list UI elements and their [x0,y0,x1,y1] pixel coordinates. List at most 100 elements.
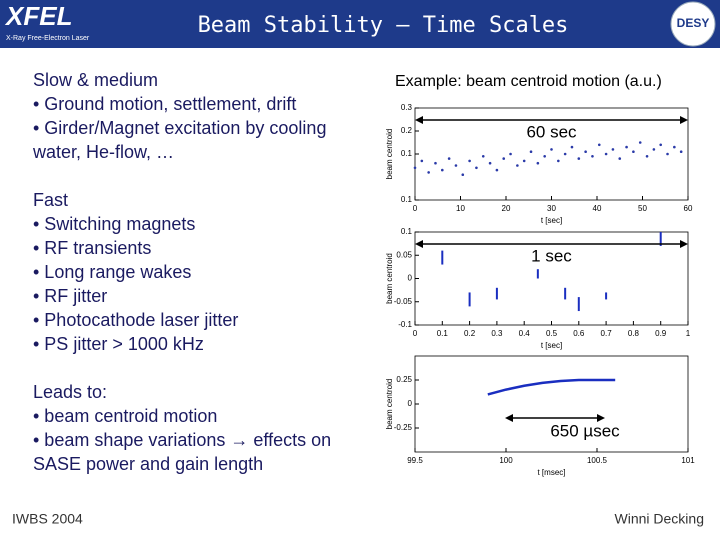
data-point [522,159,526,163]
y-tick-label: -0.25 [394,423,413,432]
data-point [591,155,594,158]
data-point [666,152,669,156]
x-tick-label: 100.5 [587,456,608,465]
data-point [570,145,574,149]
annotation: 60 sec [526,122,577,141]
x-tick-label: 40 [593,204,602,213]
body-text: • Photocathode laser jitter [33,310,238,330]
data-point [577,157,581,160]
x-tick-label: 0 [413,329,418,338]
x-tick-label: 0.2 [464,329,476,338]
data-point [645,155,649,158]
body-text: • beam centroid motion [33,406,217,426]
y-tick-label: 0.25 [396,375,412,384]
data-point [673,145,676,149]
y-tick-label: 0.1 [401,227,413,236]
logo-left: XFEL [4,1,72,31]
data-point [516,164,519,167]
slide-title: Beam Stability – Time Scales [198,13,569,38]
data-point [454,164,458,167]
data-point [659,143,662,147]
x-tick-label: 0.8 [628,329,640,338]
annotation: 650 µsec [550,421,620,440]
y-tick-label: 0.2 [401,126,413,135]
x-tick-label: 50 [638,204,647,213]
data-point [413,166,417,170]
data-point [420,159,424,163]
data-point [611,148,615,151]
data-line [487,378,616,396]
x-tick-label: 30 [547,204,556,213]
data-point [441,168,444,172]
x-tick-label: 0 [413,204,418,213]
data-point [502,157,506,160]
y-axis-label: beam centroid [385,253,394,304]
example-title: Example: beam centroid motion (a.u.) [395,73,662,90]
data-point [475,166,478,170]
y-tick-label: 0.1 [401,149,413,158]
body-text: Leads to: [33,382,107,402]
logo-right: DESY [677,16,710,30]
x-tick-label: 0.9 [655,329,667,338]
data-point [557,159,560,163]
body-text: • RF jitter [33,286,107,306]
data-point [468,159,471,163]
logo-left-sub: X-Ray Free-Electron Laser [6,35,90,42]
y-tick-label: 0.05 [396,250,412,259]
x-tick-label: 1 [686,329,691,338]
data-point [597,143,601,147]
x-tick-label: 10 [456,204,465,213]
data-point [632,150,635,153]
x-tick-label: 100 [499,456,513,465]
footer-left: IWBS 2004 [12,511,83,527]
data-point [625,145,628,149]
data-point [427,171,430,174]
x-tick-label: 99.5 [407,456,423,465]
body-text: • beam shape variations → effects on [33,430,331,450]
data-point [529,150,533,153]
body-text: • Long range wakes [33,262,191,282]
data-point [638,141,642,144]
x-tick-label: 0.5 [546,329,558,338]
footer-right: Winni Decking [615,511,704,527]
data-point [550,148,553,151]
header-band [0,0,720,48]
data-point [488,161,492,165]
y-tick-label: 0 [408,399,413,408]
data-point [543,155,546,158]
data-point [604,152,608,156]
data-point [679,150,683,153]
data-point [536,161,540,165]
data-point [495,168,499,172]
logo-right-circle [670,1,716,47]
y-axis-label: beam centroid [385,129,394,180]
data-point [509,152,512,156]
y-tick-label: -0.05 [394,297,413,306]
body-text: water, He-flow, … [32,142,174,162]
data-point [461,173,465,176]
y-tick-label: 0.1 [401,195,413,204]
x-tick-label: 0.6 [573,329,585,338]
x-tick-label: 0.7 [601,329,613,338]
body-text: • Girder/Magnet excitation by cooling [33,118,326,138]
x-tick-label: 60 [684,204,693,213]
body-text: • RF transients [33,238,151,258]
x-tick-label: 0.4 [519,329,531,338]
data-point [563,152,567,156]
body-text: • Switching magnets [33,214,195,234]
x-axis-label: t [sec] [541,341,562,350]
x-tick-label: 20 [502,204,511,213]
x-axis-label: t [msec] [537,468,565,477]
data-point [434,161,437,165]
data-point [652,148,656,151]
y-axis-label: beam centroid [385,379,394,430]
body-text: • PS jitter > 1000 kHz [33,334,204,354]
y-tick-label: -0.1 [398,320,412,329]
x-tick-label: 101 [681,456,695,465]
body-text: • Ground motion, settlement, drift [33,94,296,114]
x-tick-label: 0.3 [491,329,503,338]
data-point [584,150,587,153]
annotation: 1 sec [531,246,572,265]
body-text: Slow & medium [33,70,158,90]
